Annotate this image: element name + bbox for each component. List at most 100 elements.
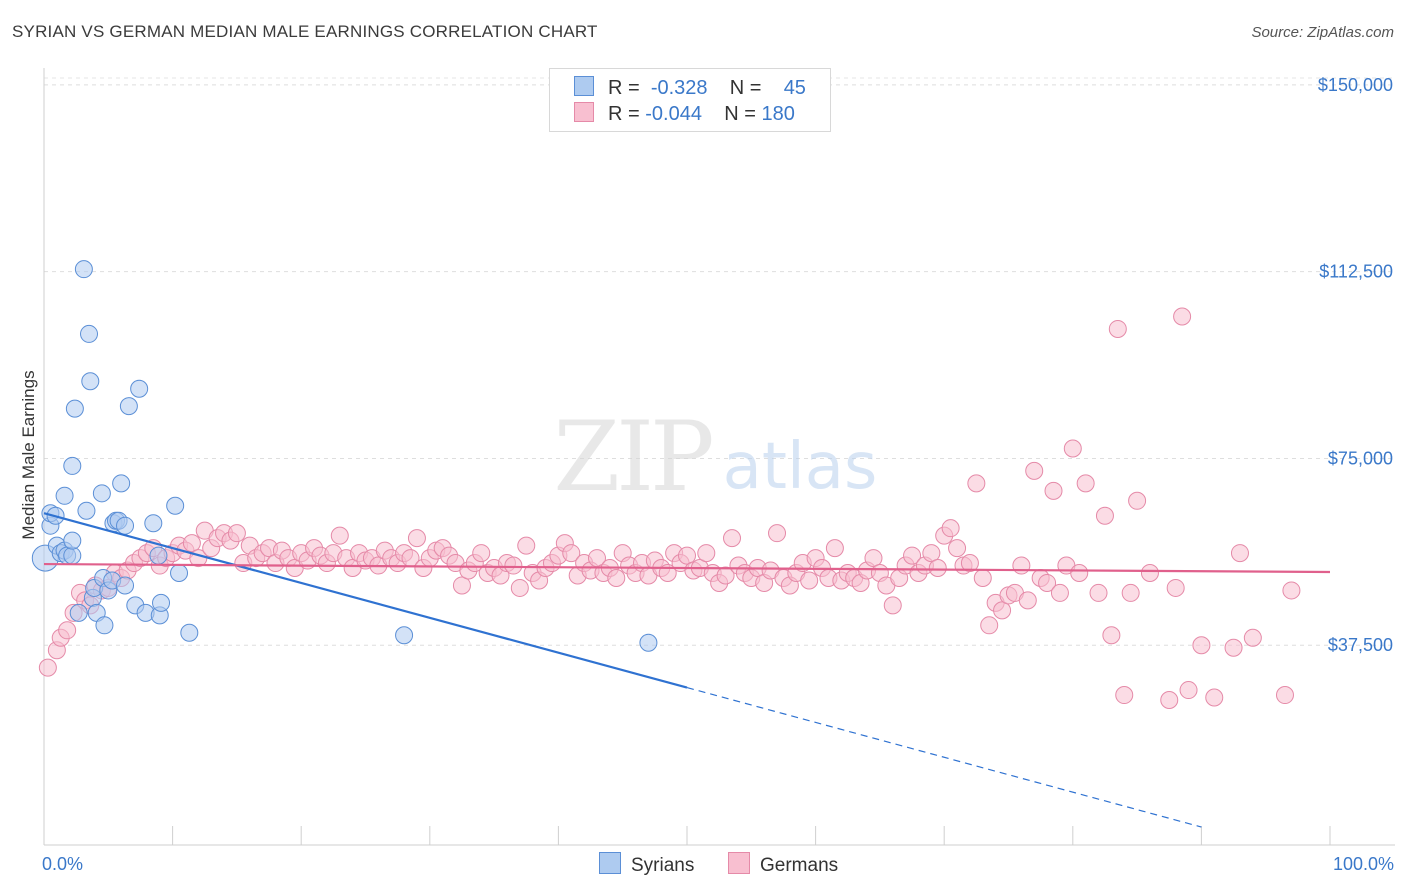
syrians-point bbox=[63, 531, 82, 550]
germans-point bbox=[1089, 583, 1108, 602]
germans-point bbox=[1076, 474, 1095, 493]
legend-row-germans: R = -0.044 N = 180 bbox=[574, 102, 795, 128]
legend-item-syrians[interactable]: Syrians bbox=[599, 852, 694, 877]
syrians-point bbox=[112, 474, 131, 493]
syrians-point bbox=[65, 399, 84, 418]
x-tick-label-min: 0.0% bbox=[42, 854, 83, 874]
syrians-point bbox=[166, 496, 185, 515]
germans-point bbox=[678, 546, 696, 565]
x-tick-label-max: 100.0% bbox=[1333, 854, 1394, 874]
germans-point bbox=[1160, 691, 1179, 710]
germans-point bbox=[716, 566, 735, 585]
syrians-point bbox=[77, 501, 96, 520]
germans-point bbox=[1108, 319, 1127, 338]
syrians-point bbox=[170, 564, 189, 583]
germans-point bbox=[1275, 686, 1294, 705]
r-label: R = bbox=[608, 77, 640, 99]
germans-point bbox=[1205, 688, 1224, 707]
germans-point bbox=[1121, 583, 1140, 602]
syrians-legend-label: Syrians bbox=[631, 855, 695, 876]
syrians-point bbox=[639, 633, 658, 652]
germans-point bbox=[1282, 581, 1301, 600]
germans-point bbox=[1128, 491, 1147, 510]
watermark-atlas: atlas bbox=[723, 430, 878, 504]
germans-point bbox=[864, 549, 883, 568]
germans-point bbox=[1115, 686, 1134, 705]
axes bbox=[43, 68, 1395, 846]
germans-point bbox=[1038, 573, 1057, 592]
germans-legend-label: Germans bbox=[760, 855, 839, 876]
syrians-point bbox=[63, 456, 82, 475]
syrians-point bbox=[95, 616, 114, 635]
germans-point bbox=[472, 544, 491, 563]
germans-point bbox=[1063, 439, 1082, 458]
germans-point bbox=[1018, 591, 1037, 610]
germans-point bbox=[182, 534, 201, 553]
y-tick-label: $112,500 bbox=[1319, 262, 1393, 282]
germans-trend-line bbox=[43, 562, 1331, 574]
r-value-germans: -0.044 bbox=[645, 103, 702, 125]
germans-point bbox=[1050, 583, 1069, 602]
germans-point bbox=[1025, 461, 1044, 480]
legend-item-germans[interactable]: Germans bbox=[728, 852, 838, 877]
n-value-syrians: 45 bbox=[783, 77, 806, 99]
syrians-point bbox=[130, 379, 149, 398]
germans-point bbox=[1102, 626, 1121, 645]
germans-point bbox=[973, 568, 992, 587]
y-tick-label: $75,000 bbox=[1328, 448, 1393, 468]
germans-point bbox=[504, 556, 523, 575]
chart-title: SYRIAN VS GERMAN MEDIAN MALE EARNINGS CO… bbox=[12, 22, 598, 41]
germans-point bbox=[948, 539, 967, 558]
germans-point bbox=[1230, 544, 1249, 563]
germans-point bbox=[1070, 564, 1089, 583]
germans-point bbox=[1140, 564, 1159, 583]
syrians-point bbox=[119, 397, 138, 416]
germans-point bbox=[1179, 681, 1198, 700]
syrians-point bbox=[55, 486, 74, 505]
syrians-point bbox=[144, 514, 163, 533]
germans-point bbox=[941, 519, 960, 538]
syrians-trend-extension bbox=[686, 686, 1202, 828]
germans-point bbox=[825, 539, 844, 558]
germans-point bbox=[58, 621, 77, 640]
germans-point bbox=[517, 536, 536, 555]
germans-point bbox=[1095, 506, 1114, 525]
syrians-point bbox=[81, 372, 100, 391]
germans-point bbox=[1012, 556, 1031, 575]
r-value-syrians: -0.328 bbox=[650, 77, 708, 99]
syrians-point bbox=[80, 324, 99, 343]
r-label: R = bbox=[608, 103, 640, 125]
germans-swatch bbox=[574, 102, 594, 122]
germans-point bbox=[1166, 578, 1185, 597]
y-tick-labels: $37,500 $75,000 $112,500 $150,000 bbox=[1318, 75, 1393, 655]
correlation-legend: R = -0.328 N = 45 R = -0.044 N = 180 bbox=[549, 68, 831, 132]
y-axis-label: Median Male Earnings bbox=[19, 370, 38, 539]
germans-point bbox=[1192, 636, 1211, 655]
n-label: N = bbox=[729, 77, 762, 99]
syrians-point bbox=[69, 603, 88, 622]
germans-point bbox=[607, 568, 626, 587]
germans-point bbox=[562, 544, 581, 563]
syrians-point bbox=[395, 626, 414, 645]
germans-point bbox=[883, 596, 902, 615]
germans-point bbox=[960, 554, 979, 573]
legend-row-syrians: R = -0.328 N = 45 bbox=[574, 76, 806, 102]
germans-point bbox=[723, 529, 742, 548]
germans-point bbox=[922, 544, 941, 563]
germans-point bbox=[38, 658, 57, 677]
germans-point bbox=[928, 559, 947, 578]
trend-lines bbox=[43, 512, 1331, 828]
syrians-point bbox=[152, 593, 171, 612]
watermark-zip: ZIP bbox=[553, 401, 712, 513]
germans-point bbox=[1173, 307, 1192, 326]
germans-point bbox=[697, 544, 716, 563]
germans-point bbox=[1243, 628, 1262, 647]
germans-point bbox=[227, 524, 246, 543]
germans-point bbox=[510, 578, 529, 597]
n-value-germans: 180 bbox=[761, 103, 795, 125]
germans-point bbox=[407, 529, 426, 548]
syrians-point bbox=[149, 546, 168, 565]
germans-point bbox=[452, 576, 471, 595]
syrians-point bbox=[116, 516, 135, 535]
